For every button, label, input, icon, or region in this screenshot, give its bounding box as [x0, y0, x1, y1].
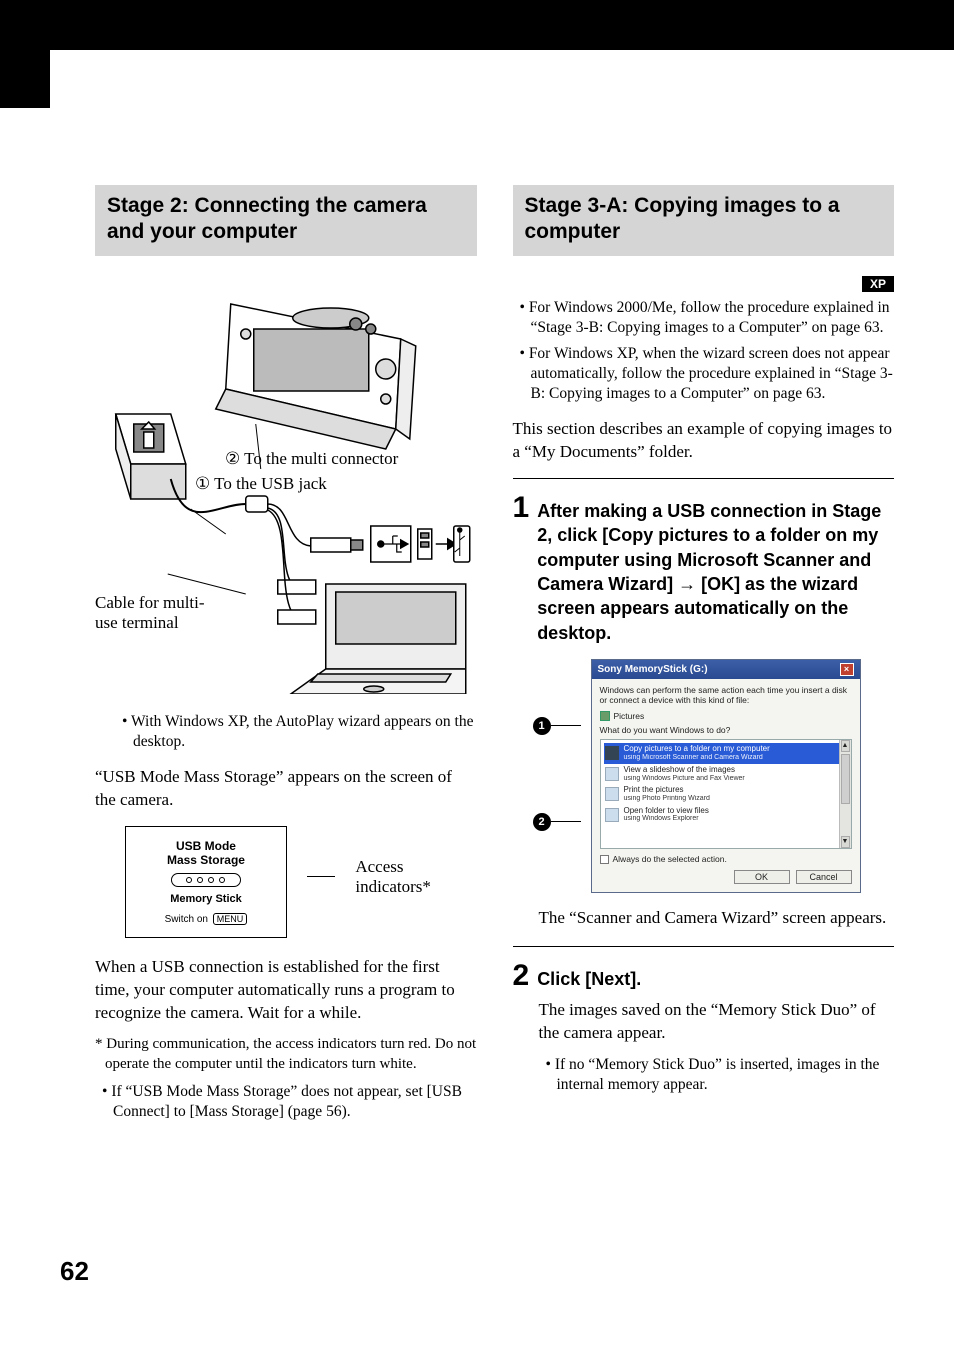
mass-storage-note: If “USB Mode Mass Storage” does not appe…	[95, 1082, 477, 1122]
opt2-text: View a slideshow of the images	[624, 766, 745, 775]
step2-body: The images saved on the “Memory Stick Du…	[513, 999, 895, 1045]
camera-icon	[605, 746, 619, 760]
stage2-title: Stage 2: Connecting the camera and your …	[107, 193, 465, 246]
diagram-label-multi: ② To the multi connector	[225, 449, 398, 469]
page-footer: 62	[0, 1177, 954, 1257]
step2-title: Click [Next].	[537, 967, 641, 991]
lcd-section: USB Mode Mass Storage Memory Stick Switc…	[125, 826, 477, 939]
diagram-label-usb: ① To the USB jack	[195, 474, 327, 494]
dialog-option-4[interactable]: Open folder to view files using Windows …	[604, 805, 848, 825]
scroll-thumb[interactable]	[841, 754, 850, 804]
slideshow-icon	[605, 767, 619, 781]
opt1-sub: using Microsoft Scanner and Camera Wizar…	[624, 754, 770, 762]
xp-badge: XP	[862, 276, 894, 292]
step-2: 2 Click [Next]. The images saved on the …	[513, 961, 895, 1095]
opt4-sub: using Windows Explorer	[624, 815, 709, 823]
xp-badge-row: XP	[513, 274, 895, 298]
dialog-listbox[interactable]: Copy pictures to a folder on my computer…	[600, 739, 852, 849]
marker-2-row: 2	[533, 813, 581, 831]
lcd-line1: USB Mode	[134, 839, 278, 853]
pictures-icon	[600, 711, 610, 721]
dialog-category-text: Pictures	[614, 711, 645, 721]
divider-1	[513, 478, 895, 479]
lcd-line4-prefix: Switch on	[165, 914, 208, 925]
lcd-box: USB Mode Mass Storage Memory Stick Switc…	[125, 826, 287, 939]
scroll-down-icon[interactable]: ▼	[841, 836, 850, 848]
dialog-always-text: Always do the selected action.	[613, 854, 727, 864]
autoplay-dialog: Sony MemoryStick (G:) × Windows can perf…	[591, 659, 861, 893]
lcd-leader-line	[307, 876, 335, 877]
dialog-body: Windows can perform the same action each…	[592, 679, 860, 892]
page-number: 62	[60, 1256, 89, 1287]
right-column: Stage 3-A: Copying images to a computer …	[513, 185, 895, 1137]
opt4-text: Open folder to view files	[624, 807, 709, 816]
stage2-header: Stage 2: Connecting the camera and your …	[95, 185, 477, 256]
marker-1-row: 1	[533, 717, 581, 735]
opt1-text: Copy pictures to a folder on my computer	[624, 745, 770, 754]
autoplay-note-list: With Windows XP, the AutoPlay wizard app…	[95, 712, 477, 752]
dialog-buttons: OK Cancel	[600, 870, 852, 884]
checkbox-icon[interactable]	[600, 855, 609, 864]
step-1: 1 After making a USB connection in Stage…	[513, 493, 895, 930]
opt2-sub: using Windows Picture and Fax Viewer	[624, 775, 745, 783]
marker-2-line	[551, 821, 581, 822]
top-bullet-2: For Windows XP, when the wizard screen d…	[513, 344, 895, 404]
dialog-title: Sony MemoryStick (G:)	[598, 664, 708, 675]
dialog-message: Windows can perform the same action each…	[600, 685, 852, 705]
lcd-indicators	[171, 873, 241, 887]
lcd-line4: Switch on MENU	[134, 913, 278, 925]
first-time-text: When a USB connection is established for…	[95, 956, 477, 1025]
top-bullet-1: For Windows 2000/Me, follow the procedur…	[513, 298, 895, 338]
asterisk-note: * During communication, the access indic…	[95, 1035, 477, 1074]
close-icon[interactable]: ×	[840, 663, 854, 676]
step1-number: 1	[513, 493, 530, 523]
opt3-text: Print the pictures	[624, 786, 710, 795]
dialog-category: Pictures	[600, 711, 852, 721]
lcd-line2: Mass Storage	[134, 853, 278, 867]
step1-title: After making a USB connection in Stage 2…	[537, 499, 894, 645]
dialog-prompt: What do you want Windows to do?	[600, 725, 852, 735]
cancel-button[interactable]: Cancel	[796, 870, 852, 884]
dialog-option-1[interactable]: Copy pictures to a folder on my computer…	[604, 743, 848, 763]
ok-button[interactable]: OK	[734, 870, 790, 884]
divider-2	[513, 946, 895, 947]
usb-mode-text: “USB Mode Mass Storage” appears on the s…	[95, 766, 477, 812]
autoplay-note: With Windows XP, the AutoPlay wizard app…	[115, 712, 477, 752]
dialog-scrollbar[interactable]: ▲ ▼	[839, 740, 851, 848]
left-column: Stage 2: Connecting the camera and your …	[95, 185, 477, 1137]
dialog-option-3[interactable]: Print the pictures using Photo Printing …	[604, 784, 848, 804]
marker-2: 2	[533, 813, 551, 831]
dialog-always-check[interactable]: Always do the selected action.	[600, 854, 852, 864]
lcd-line3: Memory Stick	[134, 893, 278, 905]
diagram-label-cable: Cable for multi-use terminal	[95, 593, 225, 634]
intro-text: This section describes an example of cop…	[513, 418, 895, 464]
print-icon	[605, 787, 619, 801]
step2-bullet: If no “Memory Stick Duo” is inserted, im…	[539, 1055, 895, 1095]
marker-1: 1	[533, 717, 551, 735]
stage3a-title: Stage 3-A: Copying images to a computer	[525, 193, 883, 246]
dialog-wrap: 1 2 Sony MemoryStick (G:) × Windows can …	[533, 659, 895, 893]
dialog-option-2[interactable]: View a slideshow of the images using Win…	[604, 764, 848, 784]
top-black-bar	[0, 0, 954, 50]
dialog-titlebar: Sony MemoryStick (G:) ×	[592, 660, 860, 679]
dialog-markers: 1 2	[533, 659, 581, 831]
lcd-caption: Access indicators*	[355, 857, 476, 898]
marker-1-line	[551, 725, 581, 726]
camera-diagram: ② To the multi connector ① To the USB ja…	[95, 274, 477, 694]
scroll-up-icon[interactable]: ▲	[841, 740, 850, 752]
folder-icon	[605, 808, 619, 822]
opt3-sub: using Photo Printing Wizard	[624, 795, 710, 803]
step2-bullet-list: If no “Memory Stick Duo” is inserted, im…	[513, 1055, 895, 1095]
step2-number: 2	[513, 961, 530, 991]
step1-after: The “Scanner and Camera Wizard” screen a…	[513, 907, 895, 930]
page-content: Stage 2: Connecting the camera and your …	[0, 50, 954, 1177]
mass-storage-note-list: If “USB Mode Mass Storage” does not appe…	[95, 1082, 477, 1122]
stage3a-header: Stage 3-A: Copying images to a computer	[513, 185, 895, 256]
lcd-menu-button: MENU	[213, 913, 248, 925]
top-bullets: For Windows 2000/Me, follow the procedur…	[513, 298, 895, 405]
